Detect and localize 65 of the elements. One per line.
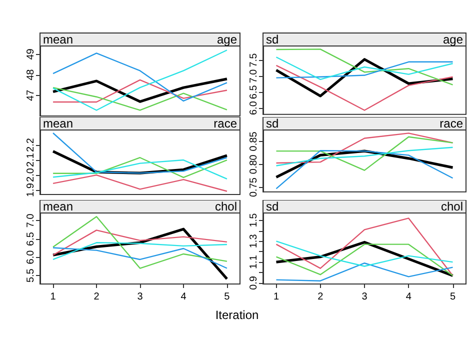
y-tick-label: 5.5 (26, 268, 36, 283)
y-tick-label: 49 (26, 48, 36, 60)
line-series (276, 64, 454, 111)
line-series (276, 150, 454, 190)
y-tick-label: 6.5 (248, 84, 260, 100)
y-tick-label: 7.0 (26, 213, 36, 228)
y-tick-label: 1.3 (248, 234, 260, 248)
line-series (276, 61, 454, 78)
line-series (276, 56, 454, 80)
line-series (52, 216, 228, 269)
line-series (52, 247, 228, 269)
line-series (52, 230, 228, 256)
x-tick-label: 4 (180, 292, 187, 302)
y-tick-label: 0.85 (248, 131, 260, 152)
y-tick-label: 6.0 (26, 250, 36, 264)
x-tick-label: 1 (273, 292, 280, 302)
line-series (52, 242, 228, 260)
x-tick-label: 5 (224, 292, 230, 302)
x-tick-label: 2 (318, 292, 324, 302)
line-series (276, 136, 454, 171)
y-tick-label: 1.5 (248, 212, 260, 228)
y-tick-label: 47 (26, 89, 36, 101)
line-series (276, 240, 454, 267)
chart-title: mean (43, 116, 74, 130)
y-tick-label: 48 (26, 68, 36, 80)
x-tick-label: 3 (362, 292, 368, 302)
x-tick-label: 3 (137, 292, 144, 302)
y-tick-label: 0.75 (248, 177, 260, 198)
line-series (52, 86, 228, 111)
chart-subtitle: age (442, 32, 464, 46)
line-series (276, 48, 454, 86)
y-tick-label: 7.5 (248, 52, 260, 68)
chart-title: mean (43, 32, 74, 46)
x-tick-label: 1 (50, 292, 56, 302)
chart-subtitle: race (440, 116, 464, 130)
chart-title: mean (43, 200, 74, 214)
y-tick-label: 1.9 (26, 182, 36, 197)
x-tick-label: 2 (94, 292, 100, 302)
chart-subtitle: chol (214, 200, 237, 214)
chart-title: sd (266, 32, 279, 46)
chart-subtitle: age (216, 32, 238, 46)
line-series (52, 132, 228, 174)
chart-subtitle: chol (440, 200, 463, 214)
y-tick-label: 6.0 (248, 100, 260, 115)
x-tick-label: 4 (406, 292, 412, 302)
chart-subtitle: race (214, 116, 238, 130)
y-tick-label: 7.0 (248, 68, 260, 84)
chart-title: sd (266, 116, 279, 130)
y-tick-label: 0.80 (248, 154, 260, 174)
line-series (52, 52, 228, 102)
chart-title: sd (266, 200, 279, 214)
y-tick-label: 2.2 (26, 138, 36, 152)
line-series (276, 146, 454, 166)
x-tick-label: 5 (450, 292, 456, 302)
line-series (52, 50, 228, 111)
line-series (52, 174, 228, 192)
line-series (276, 262, 454, 282)
y-tick-label: 2.1 (26, 152, 36, 167)
y-tick-label: 6.5 (26, 232, 36, 246)
y-tick-label: 2.0 (26, 168, 36, 182)
x-axis-title: Iteration (214, 308, 260, 322)
line-series (276, 218, 454, 276)
y-tick-label: 1.1 (248, 254, 260, 270)
y-tick-label: 0.9 (248, 276, 260, 290)
line-series (276, 132, 454, 164)
